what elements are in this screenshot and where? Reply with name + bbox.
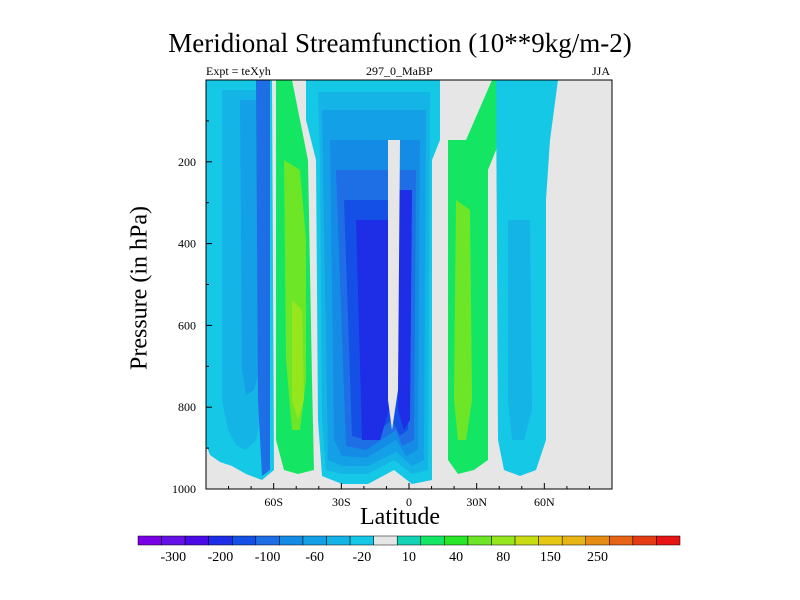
y-tick-label: 600 — [178, 318, 196, 332]
colorbar-cell — [561, 535, 586, 546]
contour-band — [454, 200, 472, 440]
contour-band — [398, 190, 412, 430]
chart-title: Meridional Streamfunction (10**9kg/m-2) — [168, 28, 632, 58]
colorbar-cell — [514, 535, 539, 546]
contour-fills — [206, 80, 558, 484]
colorbar-cell — [491, 535, 516, 546]
colorbar: -300 -200 -100 -60 -20 10 40 80 150 250 — [137, 535, 681, 565]
colorbar-cell — [538, 535, 563, 546]
y-tick-label: 800 — [178, 400, 196, 414]
x-tick-label: 60N — [534, 495, 555, 509]
colorbar-cell — [420, 535, 445, 546]
contour-band — [256, 80, 270, 476]
season-label: JJA — [592, 64, 611, 78]
colorbar-label: -100 — [255, 550, 281, 565]
colorbar-label: 40 — [449, 550, 463, 565]
colorbar-cell — [326, 535, 351, 546]
x-ticks: 60S 30S 0 30N 60N — [228, 483, 590, 509]
x-tick-label: 30N — [466, 495, 487, 509]
expt-label: Expt = teXyh — [206, 64, 271, 78]
colorbar-label: -200 — [208, 550, 234, 565]
colorbar-label: -60 — [305, 550, 324, 565]
colorbar-cell — [255, 535, 280, 546]
x-tick-label: 30S — [332, 495, 351, 509]
contour-band — [292, 300, 304, 420]
colorbar-cell — [656, 535, 681, 546]
colorbar-cell — [279, 535, 304, 546]
colorbar-cell — [585, 535, 610, 546]
y-ticks: 200 400 600 800 1000 — [172, 120, 212, 496]
colorbar-cell — [161, 535, 186, 546]
time-label: 297_0_MaBP — [366, 64, 433, 78]
colorbar-cell — [632, 535, 657, 546]
colorbar-label: -300 — [161, 550, 187, 565]
colorbar-cell — [373, 535, 398, 546]
y-tick-label: 400 — [178, 237, 196, 251]
colorbar-label: 250 — [587, 550, 608, 565]
colorbar-label: 150 — [540, 550, 561, 565]
colorbar-label: 80 — [496, 550, 510, 565]
colorbar-cell — [396, 535, 422, 546]
colorbar-cell — [302, 535, 327, 546]
colorbar-cell — [184, 535, 209, 546]
contour-band — [356, 220, 392, 440]
contour-band — [508, 220, 532, 440]
colorbar-label: -20 — [353, 550, 372, 565]
colorbar-label: 10 — [402, 550, 416, 565]
y-tick-label: 1000 — [172, 482, 196, 496]
x-axis-label: Latitude — [360, 504, 440, 530]
y-tick-label: 200 — [178, 155, 196, 169]
colorbar-cell — [467, 535, 492, 546]
contour-band — [240, 100, 262, 395]
colorbar-cell — [349, 535, 374, 546]
x-tick-label: 60S — [264, 495, 283, 509]
x-tick-label: 0 — [406, 495, 412, 509]
colorbar-cell — [232, 535, 257, 546]
colorbar-cell — [444, 535, 469, 546]
contour-band — [388, 140, 400, 430]
colorbar-cell — [609, 535, 634, 546]
colorbar-cell — [208, 535, 233, 546]
colorbar-cell — [137, 535, 162, 546]
